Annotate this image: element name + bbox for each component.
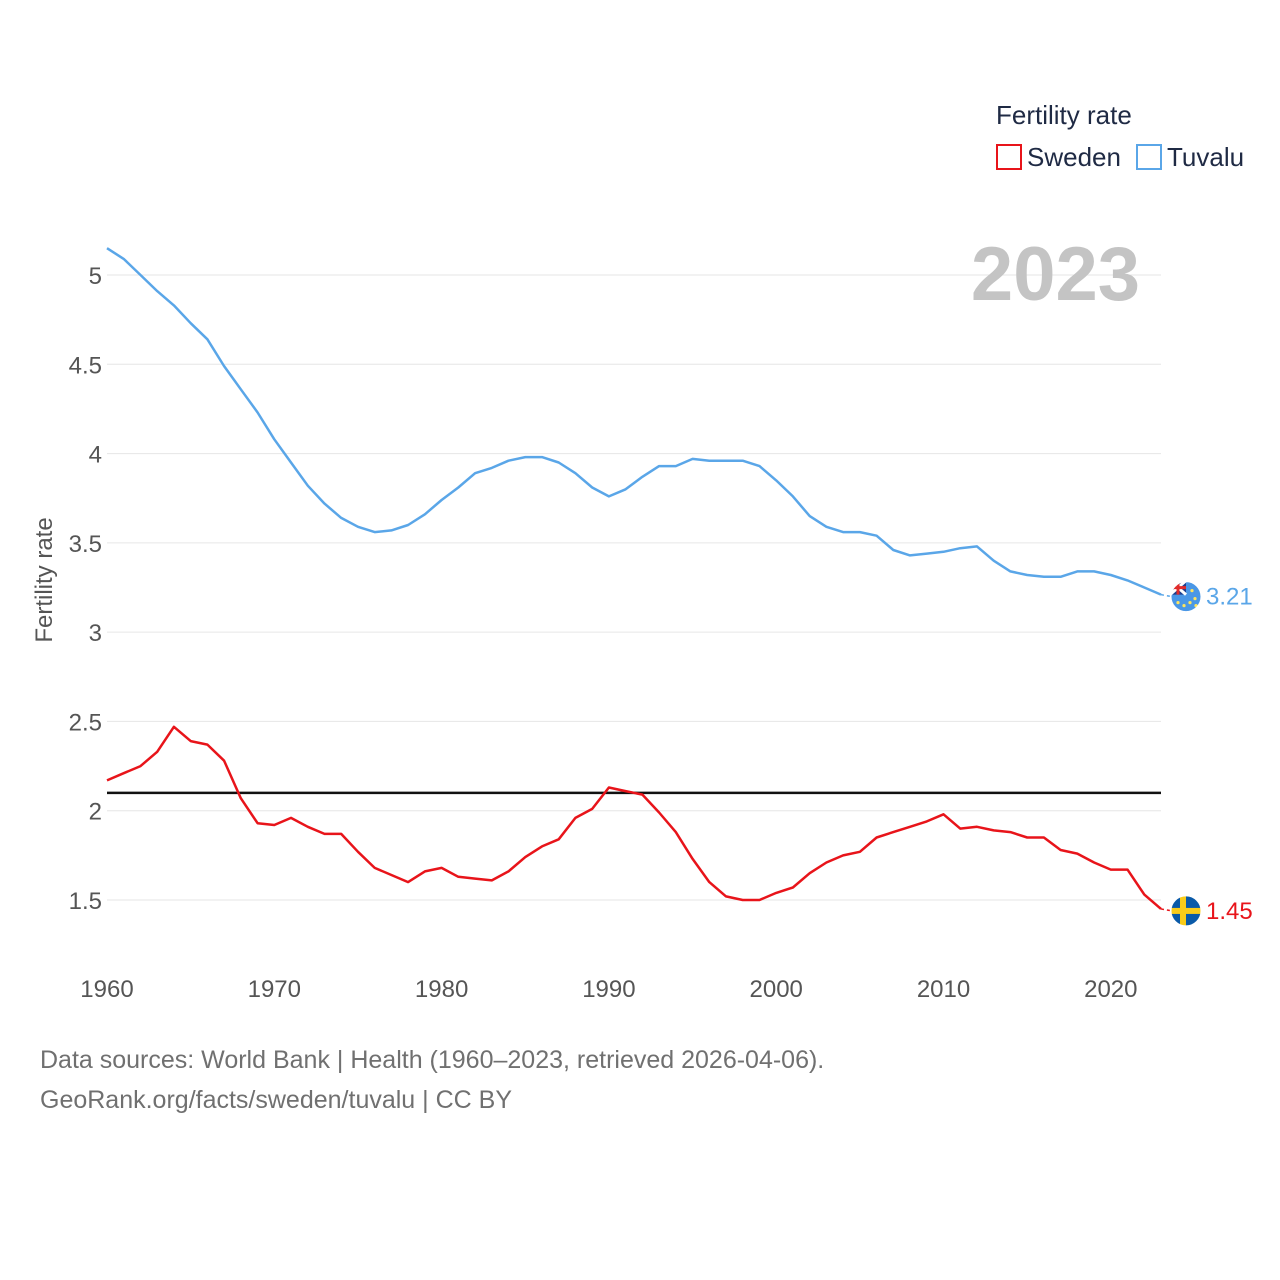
legend-label-sweden: Sweden (1027, 142, 1121, 172)
y-tick-label-2: 2 (89, 799, 102, 826)
gridlines (107, 274, 1161, 901)
x-tick-label-1960: 1960 (80, 976, 133, 1003)
legend: Fertility rate Sweden Tuvalu (996, 100, 1244, 172)
x-tick-label-1990: 1990 (582, 976, 635, 1003)
sweden-flag-icon (1170, 895, 1202, 927)
y-tick-label-3-5: 3.5 (69, 531, 102, 558)
series-lines (106, 247, 1162, 910)
y-axis-ticks: 1.5 2 2.5 3 3.5 4 4.5 5 (69, 263, 102, 915)
legend-swatch-sweden (996, 144, 1022, 170)
end-markers: 1.45 3.21 (1160, 581, 1253, 927)
series-line-sweden (106, 725, 1162, 910)
end-leader-tuvalu (1160, 593, 1173, 598)
tuvalu-flag-icon (1170, 581, 1202, 613)
x-axis-ticks: 1960 1970 1980 1990 2000 2010 2020 (80, 976, 1137, 1003)
end-leader-sweden (1160, 908, 1173, 912)
x-tick-label-2010: 2010 (917, 976, 970, 1003)
y-axis-title: Fertility rate (31, 517, 58, 642)
x-tick-label-2020: 2020 (1084, 976, 1137, 1003)
data-source-text: Data sources: World Bank | Health (1960–… (40, 1046, 825, 1074)
legend-item-sweden[interactable]: Sweden (996, 142, 1121, 172)
y-tick-label-3: 3 (89, 620, 102, 647)
x-tick-label-1970: 1970 (248, 976, 301, 1003)
attribution-text: GeoRank.org/facts/sweden/tuvalu | CC BY (40, 1086, 512, 1114)
y-tick-label-4-5: 4.5 (69, 352, 102, 379)
x-tick-label-1980: 1980 (415, 976, 468, 1003)
legend-swatch-tuvalu (1136, 144, 1162, 170)
x-tick-label-2000: 2000 (750, 976, 803, 1003)
end-value-label-tuvalu: 3.21 (1206, 584, 1253, 611)
y-tick-label-4: 4 (89, 442, 102, 469)
legend-item-tuvalu[interactable]: Tuvalu (1136, 142, 1244, 172)
y-tick-label-2-5: 2.5 (69, 709, 102, 736)
end-value-label-sweden: 1.45 (1206, 898, 1253, 925)
y-tick-label-1-5: 1.5 (69, 888, 102, 915)
series-line-tuvalu (106, 247, 1162, 596)
legend-label-tuvalu: Tuvalu (1167, 142, 1244, 172)
legend-title: Fertility rate (996, 100, 1132, 130)
fertility-rate-chart: 1.5 2 2.5 3 3.5 4 4.5 5 1960 1970 1980 1990 2000 201… (31, 100, 1253, 1003)
year-watermark: 2023 (971, 232, 1140, 317)
footer: Data sources: World Bank | Health (1960–… (40, 1040, 824, 1120)
y-tick-label-5: 5 (89, 263, 102, 290)
